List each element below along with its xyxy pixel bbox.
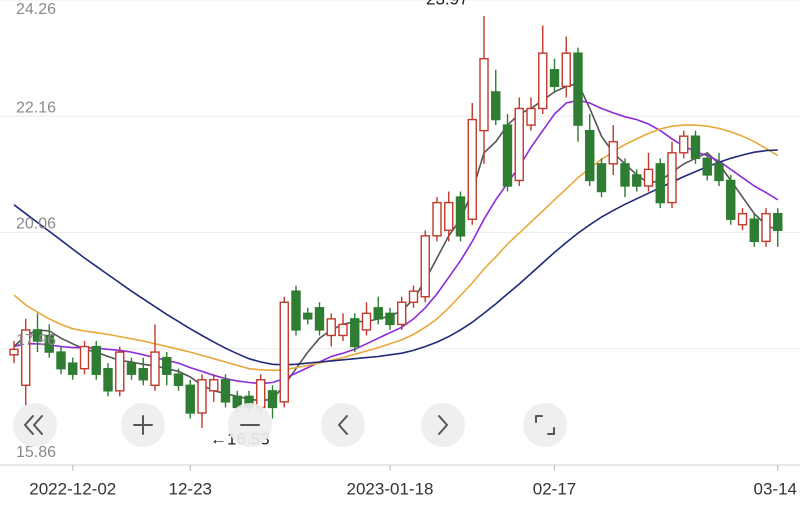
candle-body [773,212,783,231]
candle-body [209,379,219,392]
candle-body [596,163,607,193]
candle-body [91,345,101,375]
candle-body [655,163,665,204]
candle-body [455,196,466,237]
candle-body [197,379,207,414]
scroll-right-button[interactable] [421,403,465,447]
candle-body [303,312,313,320]
candle-body [173,373,184,386]
candle-body [68,362,78,375]
candle-body [115,351,125,392]
candle-body [361,312,372,331]
candle-body [44,334,54,353]
candle-body [150,351,160,386]
candle-body [620,163,630,187]
x-tick-label: 03-14 [754,479,797,498]
scroll-left-button[interactable] [321,403,365,447]
candle-body [538,52,548,110]
candle-body [502,124,513,187]
candle-body [267,390,278,409]
candle-body [585,129,595,182]
ma-line [13,99,779,385]
candle-body [138,367,148,381]
candle-body [385,312,395,326]
annotation: 23.97 [426,0,469,8]
candle-body [408,290,419,303]
candle-body [667,152,677,204]
candle-body [561,52,571,88]
candle-body [397,301,407,326]
candle-body [32,329,43,342]
candle-body [126,362,137,375]
candle-body [9,348,19,356]
x-tick-label: 2023-01-18 [347,479,434,498]
candle-body [314,307,325,331]
candle-body [291,290,301,331]
y-tick-label: 15.86 [16,444,56,461]
x-tick-label: 02-17 [533,479,576,498]
candle-body [749,218,759,243]
candle-body [256,379,266,409]
candle-body [526,107,536,126]
y-tick-label: 17.96 [16,332,56,349]
candle-body [326,318,336,337]
x-tick-label: 12-23 [169,479,212,498]
candle-body [714,163,724,182]
candle-body [373,307,383,320]
x-tick-label: 2022-12-02 [29,479,116,498]
candle-body [679,135,689,154]
candle-body [479,57,489,132]
candle-body [220,379,231,403]
candle-body [761,212,771,243]
candle-body [491,91,501,121]
zoom-out-fast-button[interactable] [13,403,57,447]
y-tick-label: 20.06 [16,216,56,233]
candle-body [338,323,348,337]
candle-body [690,135,701,160]
zoom-out-button[interactable] [228,403,272,447]
candle-body [444,201,454,231]
candle-body [420,235,430,298]
candle-body [467,118,477,220]
candle-body [702,157,712,176]
candle-body [350,318,360,348]
candle-body [643,168,654,187]
candle-body [632,174,642,187]
x-axis: 2022-12-02 12-23 2023-01-18 02-17 03-14 [29,465,797,498]
candle-body [549,69,560,88]
candle-body [162,356,172,375]
candle-body [56,351,66,370]
candle-body [21,329,31,386]
candle-body [103,367,113,392]
candles [9,16,783,428]
candle-body [608,141,618,165]
candle-body [432,201,442,237]
y-tick-label: 24.26 [16,1,56,18]
ma-line [13,124,779,372]
candle-body [79,345,90,370]
candle-body [737,212,748,226]
y-tick-label: 22.16 [16,99,56,116]
candle-body [573,52,583,126]
zoom-in-button[interactable] [121,403,165,447]
fullscreen-button[interactable] [523,403,567,447]
candle-body [726,179,736,220]
candle-body [185,384,195,414]
candle-body [514,107,524,182]
candle-body [279,301,289,403]
ma-line [13,149,778,366]
